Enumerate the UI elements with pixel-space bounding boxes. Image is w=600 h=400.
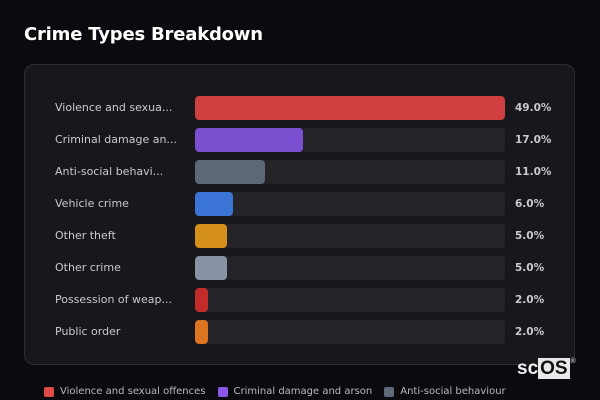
bar-row[interactable]: Public order 2.0% [25,320,574,344]
bar-fill [195,160,265,184]
bar-fill [195,288,208,312]
bar-row[interactable]: Anti-social behavi... 11.0% [25,160,574,184]
bar-label: Other theft [55,229,116,242]
bar-fill [195,224,227,248]
bar-value: 49.0% [515,102,552,114]
bar-fill [195,128,303,152]
bar-fill [195,96,505,120]
bar-label: Violence and sexua... [55,101,173,114]
legend-swatch [384,386,395,397]
bar-row[interactable]: Criminal damage an... 17.0% [25,128,574,152]
chart-panel: Violence and sexua... 49.0% Criminal dam… [24,64,575,365]
legend-label: Violence and sexual offences [60,386,206,397]
bar-label: Criminal damage an... [55,133,177,146]
bar-value: 5.0% [515,230,545,242]
registered-mark: ® [570,358,576,365]
legend-swatch [44,386,54,397]
legend-label: Criminal damage and arson [233,386,373,397]
bar-track [195,256,505,280]
legend-label: Anti-social behaviour [400,386,506,397]
bar-label: Possession of weap... [55,293,172,306]
logo-text-box: OS [538,358,570,379]
bar-track [195,320,505,344]
bar-row[interactable]: Vehicle crime 6.0% [25,192,574,216]
bar-fill [195,320,208,344]
chart-legend: Violence and sexual offences Criminal da… [44,386,506,397]
legend-swatch [217,386,228,397]
bar-value: 17.0% [515,134,552,146]
bar-value: 2.0% [515,326,545,338]
bar-value: 6.0% [515,198,545,210]
bar-row[interactable]: Other crime 5.0% [25,256,574,280]
bar-label: Anti-social behavi... [55,165,164,178]
bar-label: Public order [55,325,121,338]
chart-title: Crime Types Breakdown [24,24,263,45]
bar-row[interactable]: Violence and sexua... 49.0% [25,96,574,120]
bar-row[interactable]: Possession of weap... 2.0% [25,288,574,312]
bar-track [195,192,505,216]
bar-label: Vehicle crime [55,197,129,210]
bar-value: 11.0% [515,166,552,178]
bar-track [195,288,505,312]
bar-value: 2.0% [515,294,545,306]
legend-item[interactable]: Anti-social behaviour [384,386,506,397]
bar-label: Other crime [55,261,121,274]
bar-track [195,224,505,248]
bar-value: 5.0% [515,262,545,274]
bar-track [195,96,505,120]
bar-track [195,160,505,184]
bar-fill [195,192,233,216]
logo-text: sc [517,358,539,379]
bar-row[interactable]: Other theft 5.0% [25,224,574,248]
bar-fill [195,256,227,280]
legend-item[interactable]: Criminal damage and arson [217,386,373,397]
bar-track [195,128,505,152]
scos-logo: sc OS ® [517,358,576,380]
legend-item[interactable]: Violence and sexual offences [44,386,206,397]
